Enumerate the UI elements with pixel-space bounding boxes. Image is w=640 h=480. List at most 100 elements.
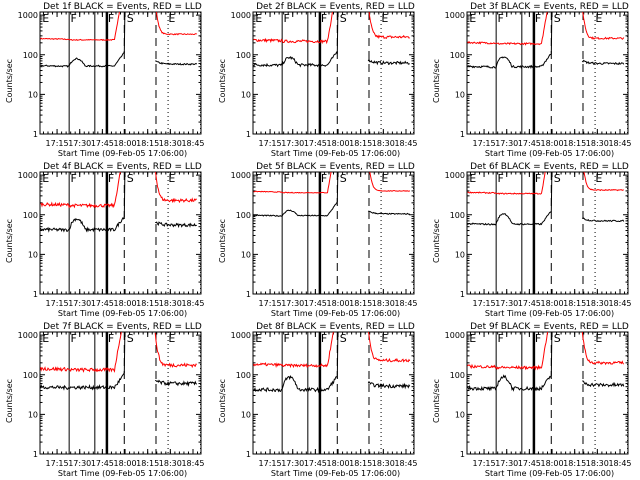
segment-label: F [108,12,114,25]
lld-series-line [154,332,197,369]
x-axis-label: Start Time (09-Feb-05 17:06:00) [485,149,614,158]
segment-label: E [255,332,262,345]
y-tick-label: 1 [246,290,251,299]
segment-label: S [554,172,561,185]
x-tick-label: 18:15 [349,459,372,468]
x-tick-label: 18:45 [181,139,204,148]
lld-series-line [40,12,120,42]
segment-label: E [469,332,476,345]
x-tick-label: 18:15 [349,139,372,148]
x-tick-label: 18:30 [586,139,609,148]
segment-label: S [340,172,347,185]
panel-1: Det 1f BLACK = Events, RED = LLD 1 10 100 10… [5,2,205,158]
x-tick-label: 17:30 [281,299,304,308]
y-tick-label: 10 [28,250,38,259]
segment-label: F [497,12,503,25]
segment-label: E [42,332,49,345]
x-tick-label: 17:45 [304,459,327,468]
y-tick-label: 1000 [445,11,465,20]
x-tick-label: 18:15 [136,459,159,468]
x-tick-label: 18:15 [136,139,159,148]
segment-label: E [469,12,476,25]
x-tick-label: 17:45 [91,299,114,308]
x-tick-label: 18:45 [608,459,631,468]
segment-label: F [535,172,541,185]
segment-label: E [42,172,49,185]
x-tick-label: 18:30 [159,299,182,308]
x-tick-label: 18:45 [181,299,204,308]
x-tick-label: 17:30 [495,299,518,308]
y-tick-label: 100 [236,371,251,380]
panel-4: Det 4f BLACK = Events, RED = LLD 1 10 100 10… [5,162,205,318]
x-tick-label: 18:45 [394,299,417,308]
y-tick-label: 1000 [231,171,251,180]
events-series-line [467,12,553,70]
segment-label: E [168,12,175,25]
y-axis-label: Counts/sec [218,379,227,423]
x-tick-label: 18:15 [563,139,586,148]
events-series-line [581,59,625,66]
segment-label: E [595,172,602,185]
x-tick-label: 18:00 [540,459,563,468]
panel-9: Det 9f BLACK = Events, RED = LLD 1 10 100 10… [432,322,632,478]
panel-3: Det 3f BLACK = Events, RED = LLD 1 10 100 10… [432,2,632,158]
x-tick-label: 18:00 [113,139,136,148]
y-tick-label: 10 [241,250,251,259]
x-tick-label: 17:15 [46,299,69,308]
segment-label: S [127,172,134,185]
segment-label: F [535,12,541,25]
x-axis-label: Start Time (09-Feb-05 17:06:00) [485,309,614,318]
x-tick-label: 17:30 [68,299,91,308]
y-tick-label: 1 [33,450,38,459]
events-series-line [253,332,339,394]
lld-series-line [253,12,333,45]
y-tick-label: 1000 [18,331,38,340]
segment-label: S [127,12,134,25]
y-tick-label: 100 [236,51,251,60]
events-series-line [253,12,339,68]
y-tick-label: 1 [460,130,465,139]
plot-frame [466,331,629,455]
plot-frame [252,171,415,295]
events-series-line [582,380,625,388]
lld-series-line [467,172,546,195]
segment-label: E [255,172,262,185]
y-tick-label: 1 [33,290,38,299]
panel-title: Det 7f BLACK = Events, RED = LLD [43,322,202,332]
lld-series-line [582,12,625,40]
segment-label: E [381,12,388,25]
segment-label: S [554,332,561,345]
panel-title: Det 3f BLACK = Events, RED = LLD [470,2,629,12]
lld-series-line [583,172,624,192]
x-axis-label: Start Time (09-Feb-05 17:06:00) [485,469,614,478]
segment-label: F [70,332,76,345]
x-tick-label: 18:45 [608,299,631,308]
y-tick-label: 100 [450,51,465,60]
x-tick-label: 18:45 [394,459,417,468]
x-tick-label: 17:15 [473,459,496,468]
panel-7: Det 7f BLACK = Events, RED = LLD 1 10 100 10… [5,322,205,478]
events-series-line [367,210,411,215]
x-tick-label: 17:45 [304,139,327,148]
events-series-line [467,332,553,392]
x-tick-label: 17:45 [304,299,327,308]
y-axis-label: Counts/sec [218,219,227,263]
events-series-line [40,172,126,233]
y-tick-label: 100 [23,211,38,220]
x-tick-label: 17:15 [46,139,69,148]
x-tick-label: 17:30 [495,139,518,148]
x-tick-label: 17:30 [281,459,304,468]
lld-series-line [253,332,334,369]
y-tick-label: 10 [28,410,38,419]
lld-series-line [40,332,122,373]
y-tick-label: 1000 [231,331,251,340]
x-tick-label: 17:15 [473,299,496,308]
y-tick-label: 1000 [445,171,465,180]
x-tick-label: 17:45 [518,139,541,148]
x-axis-label: Start Time (09-Feb-05 17:06:00) [271,309,400,318]
events-series-line [582,217,625,223]
x-tick-label: 18:45 [608,139,631,148]
y-tick-label: 100 [236,211,251,220]
x-tick-label: 17:30 [281,139,304,148]
panel-title: Det 2f BLACK = Events, RED = LLD [256,2,415,12]
